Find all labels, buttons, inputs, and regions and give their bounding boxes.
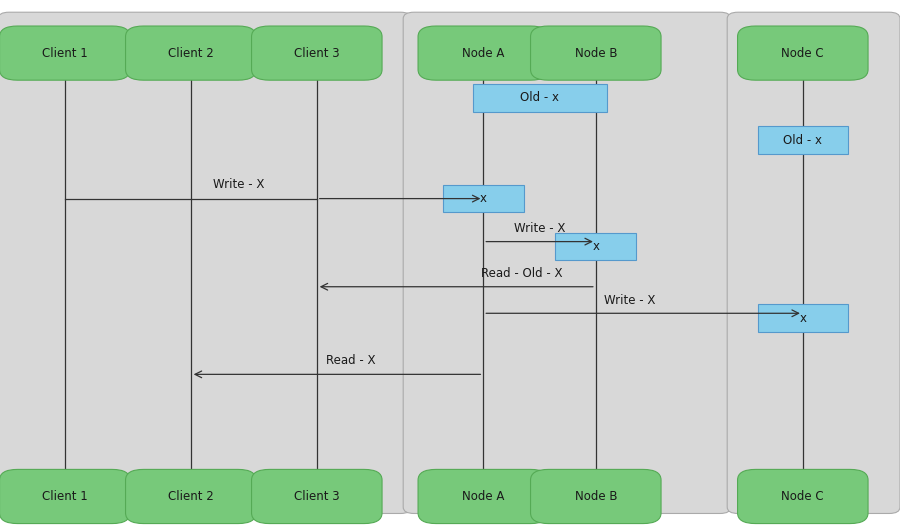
Text: Node C: Node C bbox=[781, 47, 824, 59]
FancyBboxPatch shape bbox=[251, 469, 382, 524]
Text: Client 3: Client 3 bbox=[294, 490, 339, 503]
Text: Write - X: Write - X bbox=[604, 294, 656, 307]
Bar bbox=[758, 304, 848, 332]
Text: Node C: Node C bbox=[781, 490, 824, 503]
Text: Read - Old - X: Read - Old - X bbox=[482, 268, 562, 280]
Text: Node B: Node B bbox=[574, 490, 617, 503]
Bar bbox=[758, 126, 848, 154]
Text: Node A: Node A bbox=[462, 47, 505, 59]
FancyBboxPatch shape bbox=[418, 26, 549, 80]
Text: x: x bbox=[799, 312, 806, 324]
FancyBboxPatch shape bbox=[418, 469, 549, 524]
Text: DC-1: DC-1 bbox=[795, 33, 833, 48]
Text: Node A: Node A bbox=[462, 490, 505, 503]
Text: Old - x: Old - x bbox=[783, 134, 823, 147]
FancyBboxPatch shape bbox=[0, 26, 130, 80]
FancyBboxPatch shape bbox=[531, 469, 661, 524]
FancyBboxPatch shape bbox=[737, 469, 868, 524]
Text: Client 2: Client 2 bbox=[168, 47, 213, 59]
FancyBboxPatch shape bbox=[126, 26, 256, 80]
FancyBboxPatch shape bbox=[0, 12, 411, 513]
Text: Write - X: Write - X bbox=[514, 222, 566, 235]
FancyBboxPatch shape bbox=[126, 469, 256, 524]
Text: Old - x: Old - x bbox=[520, 91, 560, 104]
Text: x: x bbox=[592, 240, 599, 253]
Text: Node B: Node B bbox=[574, 47, 617, 59]
Bar bbox=[443, 185, 524, 212]
Text: Client 2: Client 2 bbox=[168, 490, 213, 503]
Bar bbox=[555, 233, 636, 260]
FancyBboxPatch shape bbox=[531, 26, 661, 80]
Text: x: x bbox=[480, 192, 487, 205]
FancyBboxPatch shape bbox=[251, 26, 382, 80]
Text: Client 1: Client 1 bbox=[42, 490, 87, 503]
FancyBboxPatch shape bbox=[737, 26, 868, 80]
Text: Write - X: Write - X bbox=[212, 178, 265, 191]
FancyBboxPatch shape bbox=[403, 12, 731, 513]
FancyBboxPatch shape bbox=[727, 12, 900, 513]
Text: Client 1: Client 1 bbox=[42, 47, 87, 59]
FancyBboxPatch shape bbox=[0, 469, 130, 524]
Text: Read - X: Read - X bbox=[326, 355, 376, 367]
Text: App: App bbox=[190, 33, 220, 48]
Bar bbox=[473, 84, 607, 112]
Text: DC-1: DC-1 bbox=[548, 33, 586, 48]
Text: Client 3: Client 3 bbox=[294, 47, 339, 59]
